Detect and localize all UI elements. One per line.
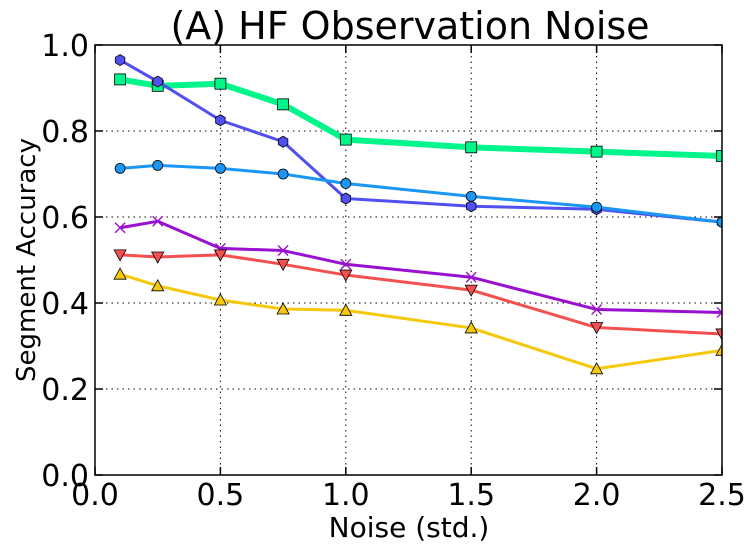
x-axis-label: Noise (std.): [329, 511, 490, 544]
data-point: [340, 192, 351, 205]
data-point: [465, 190, 477, 202]
data-point: [276, 302, 290, 315]
data-point: [214, 77, 227, 90]
data-point: [340, 178, 352, 189]
data-point: [114, 54, 126, 67]
data-point: [339, 133, 352, 146]
plot-frame: [94, 44, 723, 476]
data-point: [277, 245, 289, 257]
series-2: [114, 159, 722, 228]
data-point: [715, 343, 722, 356]
series-3: [114, 215, 722, 318]
series-4: [113, 249, 722, 341]
data-point: [716, 216, 722, 228]
y-tick-label: 0.0: [41, 459, 89, 494]
data-point: [715, 328, 722, 341]
data-point: [152, 159, 164, 171]
data-point: [716, 150, 722, 162]
data-point: [590, 145, 603, 158]
data-point: [215, 114, 226, 127]
data-point: [277, 135, 289, 148]
series-1: [114, 54, 722, 229]
y-tick-label: 1.0: [41, 29, 89, 64]
x-tick-label: 2.0: [573, 478, 621, 513]
series-5: [113, 267, 722, 375]
series-line: [119, 219, 722, 314]
series-line: [119, 272, 722, 371]
data-point: [277, 98, 290, 111]
data-point: [589, 361, 604, 375]
data-point: [591, 201, 602, 213]
series-line: [119, 58, 722, 224]
data-point: [214, 163, 226, 174]
data-point: [213, 249, 228, 262]
grid: [95, 45, 722, 475]
y-tick-label: 0.8: [41, 115, 89, 150]
series-layer: [113, 54, 722, 375]
y-tick-label: 0.2: [41, 373, 89, 408]
data-point: [277, 168, 289, 180]
data-point: [716, 306, 722, 318]
x-tick-label: 0.5: [197, 478, 245, 513]
data-point: [114, 163, 126, 174]
data-point: [464, 321, 478, 334]
ticks: 0.0 0.5 1.0 1.5 2.0 2.5 0.0 0.2 0.4 0.6 0.8 1.0: [41, 29, 746, 513]
y-axis-label: Segment Accuracy: [12, 138, 42, 382]
x-tick-label: 1.5: [447, 478, 495, 513]
data-point: [152, 215, 164, 227]
y-tick-label: 0.4: [41, 287, 89, 322]
chart-title: (A) HF Observation Noise: [170, 4, 649, 48]
data-point: [591, 303, 603, 315]
x-tick-label: 2.5: [698, 478, 746, 513]
data-point: [113, 249, 127, 262]
data-point: [213, 293, 228, 306]
y-tick-label: 0.6: [41, 201, 89, 236]
data-point: [465, 141, 478, 154]
data-point: [339, 303, 353, 316]
data-point: [589, 322, 604, 335]
data-point: [464, 284, 478, 297]
x-tick-label: 1.0: [322, 478, 370, 513]
data-point: [113, 267, 127, 280]
series-line: [119, 76, 722, 159]
data-point: [114, 73, 126, 86]
series-line: [119, 163, 722, 224]
data-point: [465, 271, 477, 283]
data-point: [466, 200, 477, 213]
data-point: [276, 258, 290, 272]
data-point: [339, 269, 353, 282]
series-line: [119, 253, 722, 336]
series-0: [114, 73, 722, 162]
data-point: [152, 75, 163, 88]
data-point: [151, 251, 165, 264]
data-point: [114, 222, 126, 234]
data-point: [151, 278, 165, 292]
data-point: [340, 258, 352, 270]
x-tick-label: 0.0: [71, 478, 119, 513]
